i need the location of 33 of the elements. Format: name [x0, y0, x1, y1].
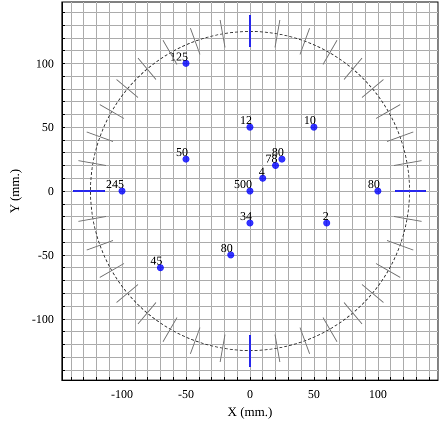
point	[182, 156, 190, 163]
point	[246, 124, 254, 131]
x-tick-label: 50	[308, 387, 320, 402]
point	[272, 162, 280, 169]
annotation: 12	[240, 113, 252, 128]
point	[118, 188, 126, 195]
x-tick-label: 100	[368, 387, 387, 402]
x-tick-label: -100	[111, 387, 134, 402]
annotation: 10	[304, 113, 316, 128]
annotation: 500	[234, 177, 252, 192]
annotation: 4	[258, 164, 265, 178]
annotation: 34	[240, 208, 252, 223]
y-tick-label: 50	[42, 120, 54, 134]
annotation: 45	[150, 254, 162, 268]
x-axis-title: X (mm.)	[228, 404, 272, 419]
annotation: 80	[368, 177, 380, 192]
point	[259, 174, 266, 182]
point	[310, 124, 318, 131]
annotation: 245	[106, 177, 124, 192]
y-tick-label: -50	[38, 248, 54, 262]
point	[156, 264, 164, 272]
y-tick-label: 0	[48, 184, 54, 198]
annotation: 50	[176, 145, 188, 160]
point	[323, 219, 330, 226]
point	[374, 188, 382, 195]
y-tick-label: -100	[32, 312, 54, 326]
x-tick-label: -50	[178, 387, 194, 402]
point	[278, 156, 286, 163]
y-axis-title: Y (mm.)	[7, 168, 22, 214]
y-tick-label: 100	[36, 56, 54, 70]
annotation: 80	[220, 240, 233, 255]
annotation: 2	[322, 208, 329, 223]
x-tick-label: 0	[246, 387, 253, 402]
